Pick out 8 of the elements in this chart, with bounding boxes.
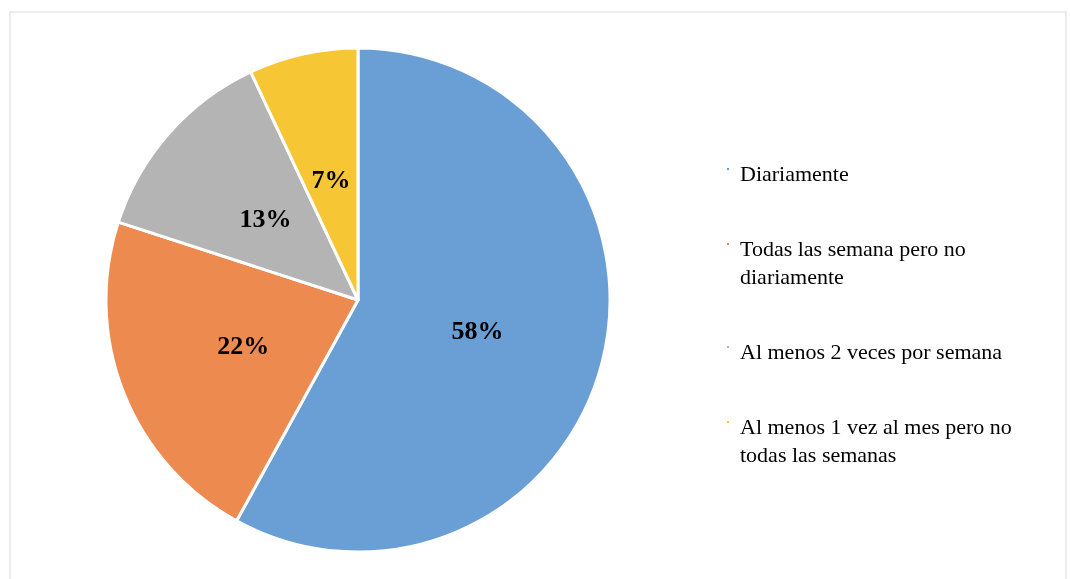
- legend-label: Al menos 2 veces por semana: [740, 339, 1003, 364]
- legend-label: Al menos 1 vez al mes pero no todas las semanas: [740, 414, 1012, 467]
- legend-label: Diariamente: [740, 161, 849, 186]
- legend-label: Todas las semana pero no diariamente: [740, 236, 966, 289]
- data-label: 13%: [239, 203, 292, 233]
- data-label: 58%: [451, 316, 504, 346]
- data-label: 22%: [217, 330, 270, 360]
- data-label: 7%: [311, 164, 351, 194]
